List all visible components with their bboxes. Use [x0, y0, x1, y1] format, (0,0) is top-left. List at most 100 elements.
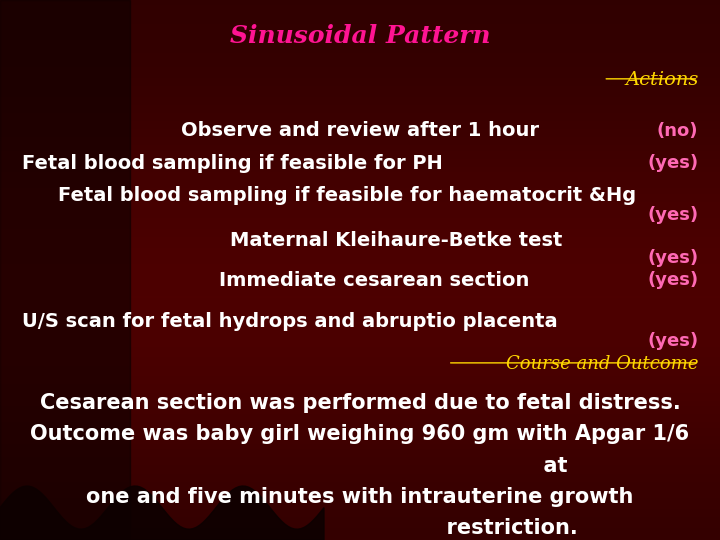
Bar [0, 49, 720, 51]
Bar [0, 537, 720, 540]
Text: (yes): (yes) [647, 271, 698, 289]
Bar [0, 456, 720, 459]
Bar [0, 483, 720, 486]
Bar [0, 100, 720, 103]
Bar [0, 400, 720, 402]
Bar [0, 389, 720, 392]
Bar [0, 213, 720, 216]
Bar [0, 143, 720, 146]
Bar [0, 383, 720, 386]
Bar [0, 146, 720, 148]
Bar [0, 526, 720, 529]
Bar [0, 256, 720, 259]
Bar [0, 14, 720, 16]
Bar [0, 105, 720, 108]
Bar [0, 211, 720, 213]
Text: Observe and review after 1 hour: Observe and review after 1 hour [181, 122, 539, 140]
Bar [0, 178, 720, 181]
Bar [0, 59, 720, 62]
Bar [0, 208, 720, 211]
Bar [0, 46, 720, 49]
Bar [0, 491, 720, 494]
Bar [0, 262, 720, 265]
Bar [0, 205, 720, 208]
Bar [0, 273, 720, 275]
Bar [0, 127, 720, 130]
Bar [0, 267, 720, 270]
Text: one and five minutes with intrauterine growth: one and five minutes with intrauterine g… [86, 487, 634, 507]
Bar [0, 440, 720, 443]
Bar [0, 535, 720, 537]
Bar [0, 462, 720, 464]
Bar [0, 132, 720, 135]
Bar [0, 68, 720, 70]
Bar [0, 248, 720, 251]
Bar [0, 281, 720, 284]
Bar [0, 89, 720, 92]
Bar [0, 518, 720, 521]
Bar [0, 305, 720, 308]
Bar [0, 497, 720, 500]
Bar [0, 108, 720, 111]
Bar [0, 340, 720, 343]
Bar [0, 346, 720, 348]
Bar [0, 427, 720, 429]
Text: Course and Outcome: Course and Outcome [506, 355, 698, 373]
Bar [0, 335, 720, 338]
Bar [0, 224, 720, 227]
Bar [0, 200, 720, 202]
Bar [0, 392, 720, 394]
Bar [0, 321, 720, 324]
Bar [0, 240, 720, 243]
Bar [0, 424, 720, 427]
Bar [0, 27, 720, 30]
Bar [0, 308, 720, 310]
Bar [0, 513, 720, 516]
Bar [0, 367, 720, 370]
Bar [0, 235, 720, 238]
Text: Fetal blood sampling if feasible for PH: Fetal blood sampling if feasible for PH [22, 154, 442, 173]
Bar [0, 478, 720, 481]
Bar [0, 0, 720, 3]
Bar [0, 470, 720, 472]
Bar [0, 310, 720, 313]
Bar [0, 35, 720, 38]
Bar [0, 138, 720, 140]
Bar [0, 332, 720, 335]
Bar [0, 116, 720, 119]
Bar [0, 154, 720, 157]
Bar [0, 167, 720, 170]
Text: Fetal blood sampling if feasible for haematocrit &Hg: Fetal blood sampling if feasible for hae… [58, 186, 636, 205]
Bar [0, 230, 720, 232]
Bar [0, 151, 720, 154]
Bar [0, 405, 720, 408]
Bar [0, 65, 720, 68]
Text: (yes): (yes) [647, 154, 698, 172]
Bar [0, 227, 720, 229]
Text: restriction.: restriction. [142, 518, 578, 538]
Bar [0, 319, 720, 321]
Bar [0, 354, 720, 356]
Bar [0, 3, 720, 5]
Bar [0, 375, 720, 378]
Bar [0, 38, 720, 40]
Text: (yes): (yes) [647, 249, 698, 267]
Bar [0, 103, 720, 105]
Bar [0, 516, 720, 518]
Bar [0, 451, 720, 454]
Bar [0, 505, 720, 508]
Bar [0, 119, 720, 122]
Bar [0, 251, 720, 254]
Bar [0, 238, 720, 240]
Bar [0, 270, 720, 273]
Bar [0, 197, 720, 200]
Bar [0, 186, 720, 189]
Bar [0, 316, 720, 319]
Bar [0, 246, 720, 248]
Bar [0, 232, 720, 235]
Bar [0, 30, 720, 32]
Bar [0, 429, 720, 432]
Bar [0, 521, 720, 524]
Bar [0, 313, 720, 316]
Bar [0, 221, 720, 224]
